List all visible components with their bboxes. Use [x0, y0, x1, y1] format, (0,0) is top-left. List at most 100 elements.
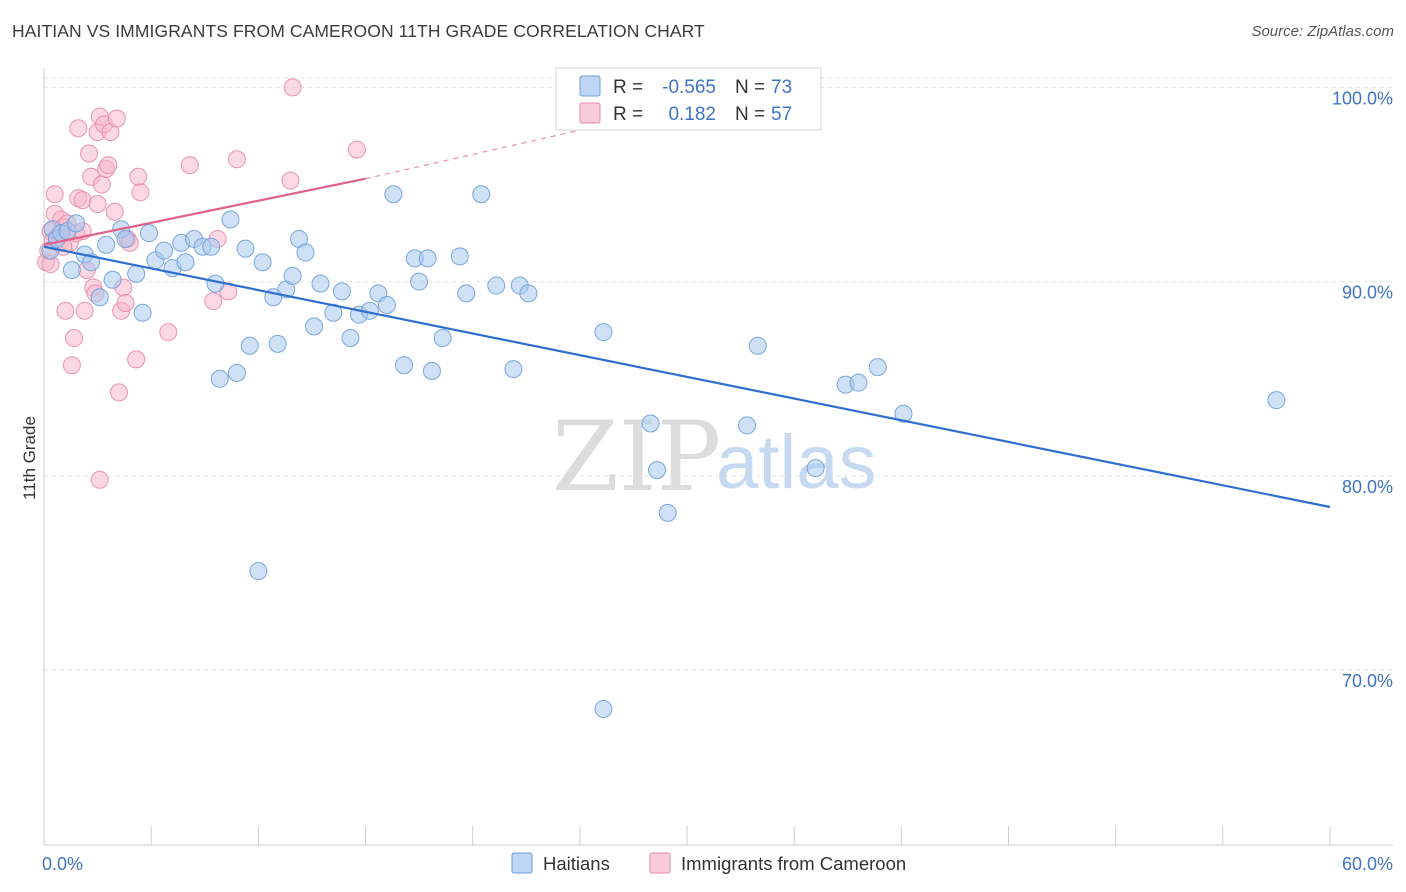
cameroon-point: [347, 140, 366, 159]
cameroon-point: [283, 78, 302, 97]
stats-legend: R = -0.565 N = 73 R = 0.182 N = 57: [555, 67, 822, 131]
cameroon-point: [75, 301, 94, 320]
stats-r-label-1: R =: [613, 77, 643, 98]
cameroon-point: [69, 119, 88, 138]
cameroon-point: [159, 323, 178, 342]
cameroon-point: [90, 470, 109, 489]
haitian-point: [240, 336, 259, 355]
stats-legend-swatch-haitians: [579, 75, 601, 97]
haitian-point: [384, 185, 403, 204]
haitian-point: [641, 414, 660, 433]
stats-n-value-1: 73: [771, 77, 792, 98]
haitian-point: [253, 253, 272, 272]
haitian-point: [658, 503, 677, 522]
haitian-point: [487, 276, 506, 295]
cameroon-point: [105, 202, 124, 221]
haitian-point: [249, 562, 268, 581]
haitian-point: [133, 303, 152, 322]
bottom-legend: Haitians Immigrants from Cameroon: [511, 852, 906, 874]
cameroon-point: [62, 356, 81, 375]
haitian-point: [67, 214, 86, 233]
haitian-point: [594, 323, 613, 342]
cameroon-point: [180, 156, 199, 175]
cameroon-point: [65, 329, 84, 348]
chart-title: HAITIAN VS IMMIGRANTS FROM CAMEROON 11TH…: [12, 21, 705, 41]
cameroon-point: [45, 185, 64, 204]
y-axis-title: 11th Grade: [20, 416, 39, 500]
axes-layer: [43, 68, 1393, 846]
haitian-point: [849, 373, 868, 392]
haitian-point: [1267, 391, 1286, 410]
haitian-point: [155, 241, 174, 260]
trend-layer: [43, 129, 1331, 509]
legend-label-haitians: Haitians: [543, 853, 610, 874]
cameroon-point: [107, 109, 126, 128]
y-tick-label: 90.0%: [1342, 283, 1393, 303]
haitian-point: [221, 210, 240, 229]
haitian-point: [236, 239, 255, 258]
haitian-point: [62, 261, 81, 280]
cameroon-point: [110, 383, 129, 402]
haitian-point: [210, 369, 229, 388]
stats-n-label-2: N =: [735, 104, 765, 125]
haitian-point: [227, 363, 246, 382]
cameroon-point: [80, 144, 99, 163]
watermark-atlas: atlas: [716, 420, 877, 505]
haitian-point: [738, 416, 757, 435]
cameroon-point: [116, 294, 135, 313]
y-tick-label: 80.0%: [1342, 477, 1393, 497]
stats-r-value-1: -0.565: [662, 77, 716, 98]
haitian-point: [311, 274, 330, 293]
cameroon-point: [56, 301, 75, 320]
haitian-point: [90, 288, 109, 307]
haitian-point: [332, 282, 351, 301]
y-tick-label: 70.0%: [1342, 671, 1393, 691]
chart-source: Source: ZipAtlas.com: [1251, 23, 1394, 40]
points-layer: [37, 78, 1286, 719]
cameroon-point: [204, 292, 223, 311]
haitian-point: [418, 249, 437, 268]
haitian-point: [283, 266, 302, 285]
haitian-point: [868, 358, 887, 377]
haitian-point: [140, 224, 159, 243]
haitian-point: [116, 229, 135, 248]
haitian-point: [395, 356, 414, 375]
haitian-point: [433, 329, 452, 348]
cameroon-trend-line: [43, 177, 366, 246]
cameroon-point: [227, 150, 246, 169]
cameroon-point: [127, 350, 146, 369]
stats-n-label-1: N =: [735, 77, 765, 98]
cameroon-point: [73, 191, 92, 210]
haitian-point: [748, 336, 767, 355]
haitian-point: [127, 264, 146, 283]
haitian-point: [450, 247, 469, 266]
cameroon-point: [88, 194, 107, 213]
stats-r-value-2: 0.182: [668, 104, 716, 125]
cameroon-point: [92, 175, 111, 194]
x-tick-label-min: 0.0%: [42, 854, 83, 874]
cameroon-trend-extension: [365, 129, 580, 180]
cameroon-point: [281, 171, 300, 190]
haitian-point: [268, 334, 287, 353]
stats-legend-swatch-cameroon: [579, 102, 601, 124]
stats-r-label-2: R =: [613, 104, 643, 125]
legend-swatch-haitians: [511, 852, 533, 874]
y-tick-labels: 70.0% 80.0% 90.0% 100.0%: [1332, 88, 1393, 691]
haitian-point: [341, 329, 360, 348]
y-tick-label: 100.0%: [1332, 88, 1393, 108]
haitian-point: [647, 461, 666, 480]
cameroon-point: [99, 156, 118, 175]
legend-swatch-cameroon: [649, 852, 671, 874]
haitian-point: [472, 185, 491, 204]
haitian-point: [422, 362, 441, 381]
cameroon-point: [129, 167, 148, 186]
haitian-point: [519, 284, 538, 303]
haitians-trend-line: [43, 245, 1331, 509]
haitian-point: [504, 360, 523, 379]
grid-layer: [44, 77, 1393, 671]
legend-label-cameroon: Immigrants from Cameroon: [681, 853, 906, 874]
haitian-point: [202, 237, 221, 256]
cameroon-point: [131, 183, 150, 202]
haitian-point: [296, 243, 315, 262]
